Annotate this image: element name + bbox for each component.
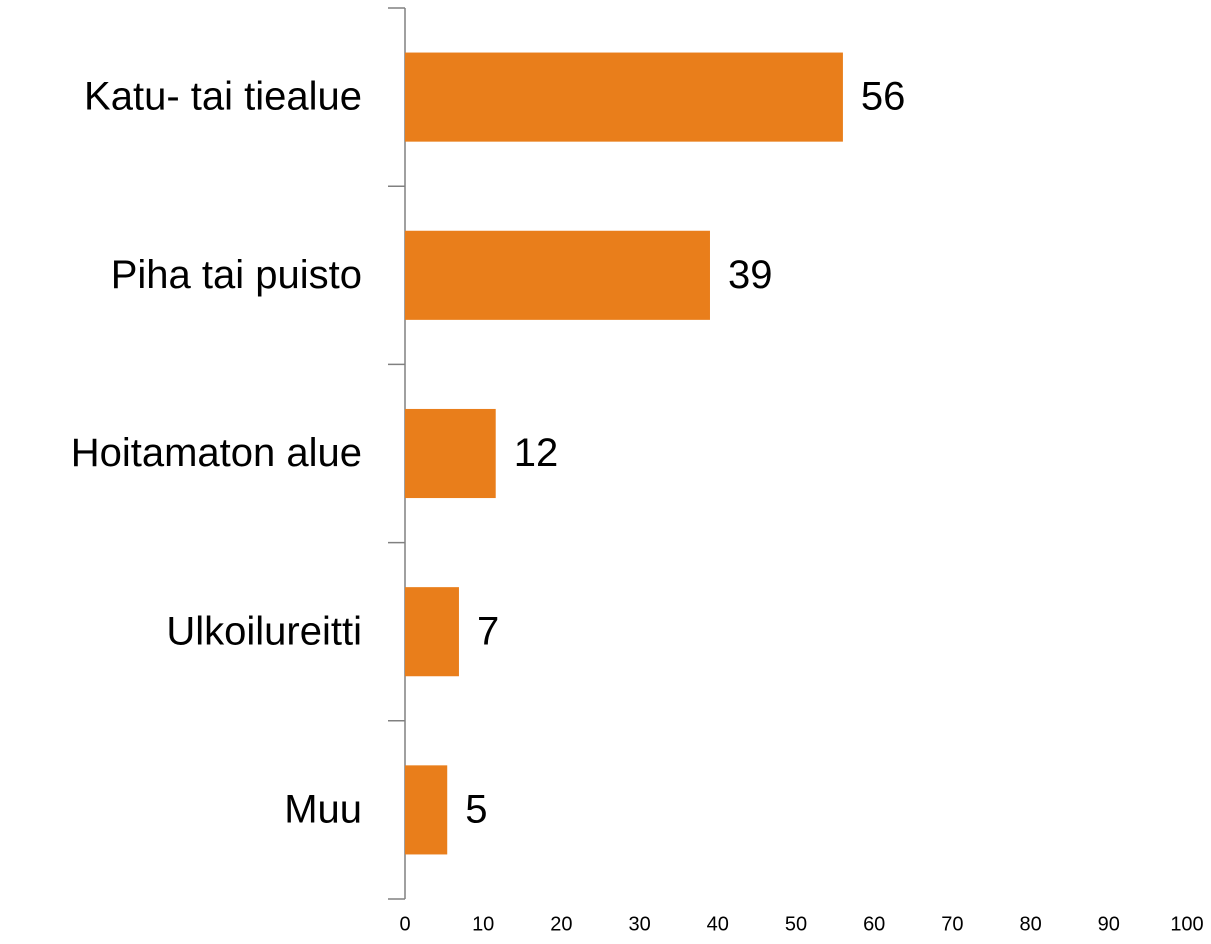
category-label: Hoitamaton alue [71, 431, 362, 475]
value-label: 56 [861, 75, 906, 119]
x-tick-label: 0 [399, 913, 410, 935]
x-tick-label: 90 [1098, 913, 1120, 935]
x-tick-label: 80 [1019, 913, 1041, 935]
x-tick-label: 10 [472, 913, 494, 935]
bar [405, 587, 459, 677]
value-label: 39 [728, 253, 773, 297]
x-tick-label: 100 [1170, 913, 1203, 935]
x-tick-label: 70 [941, 913, 963, 935]
x-tick-label: 50 [785, 913, 807, 935]
x-tick-label: 20 [550, 913, 572, 935]
bar [405, 230, 710, 320]
x-tick-label: 40 [707, 913, 729, 935]
bar [405, 408, 496, 499]
category-label: Katu- tai tiealue [84, 75, 362, 119]
bar [405, 765, 448, 855]
x-tick-label: 30 [628, 913, 650, 935]
value-label: 12 [514, 431, 559, 475]
value-label: 5 [465, 787, 487, 831]
category-label: Piha tai puisto [111, 253, 362, 297]
category-label: Muu [284, 787, 362, 831]
value-label: 7 [477, 609, 499, 653]
bar [405, 52, 843, 142]
category-label: Ulkoilureitti [166, 609, 362, 653]
x-tick-label: 60 [863, 913, 885, 935]
